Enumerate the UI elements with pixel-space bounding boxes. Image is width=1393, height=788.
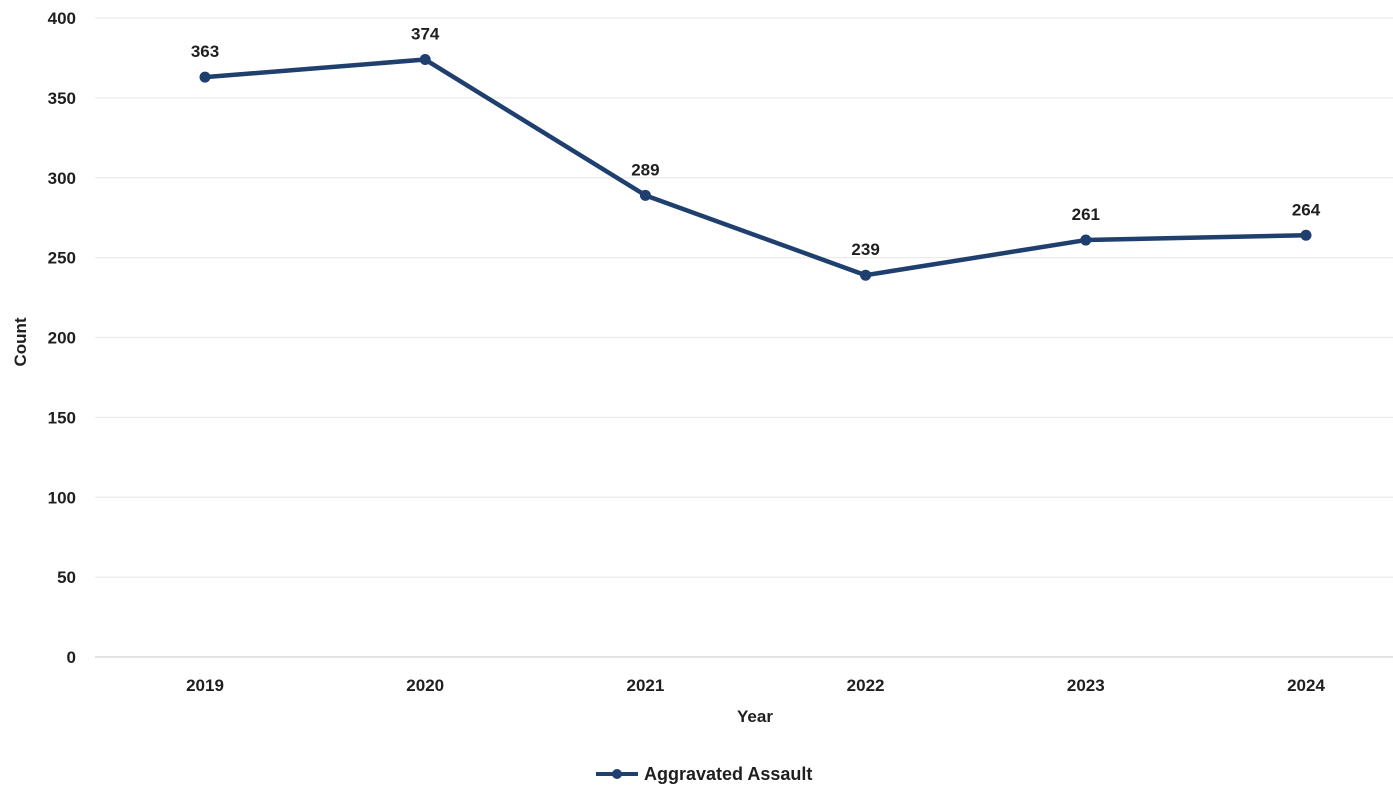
y-axis-title: Count [11, 317, 30, 366]
data-label: 374 [411, 25, 440, 44]
data-label: 261 [1072, 205, 1100, 224]
legend-marker-swatch [612, 769, 622, 779]
y-tick-label: 150 [48, 408, 76, 427]
data-point [860, 269, 872, 281]
data-label: 363 [191, 42, 219, 61]
x-axis-title: Year [737, 707, 773, 726]
legend: Aggravated Assault [596, 764, 812, 784]
x-tick-label: 2024 [1287, 676, 1325, 695]
data-point [639, 189, 651, 201]
y-tick-label: 100 [48, 488, 76, 507]
y-tick-label: 200 [48, 329, 76, 348]
data-label: 289 [631, 160, 659, 179]
data-point [1080, 234, 1092, 246]
data-point [419, 54, 431, 66]
legend-label-aggravated-assault: Aggravated Assault [644, 764, 812, 784]
gridlines [95, 17, 1393, 658]
data-label: 239 [851, 240, 879, 259]
y-axis-ticks: 0 50 100 150 200 250 300 350 400 [48, 9, 76, 667]
data-labels: 363 374 289 239 261 264 [191, 25, 1321, 260]
x-tick-label: 2023 [1067, 676, 1105, 695]
x-tick-label: 2019 [186, 676, 224, 695]
x-axis-ticks: 2019 2020 2021 2022 2023 2024 [186, 676, 1325, 695]
x-tick-label: 2021 [626, 676, 664, 695]
x-tick-label: 2020 [406, 676, 444, 695]
series-aggravated-assault [199, 54, 1312, 281]
x-tick-label: 2022 [847, 676, 885, 695]
data-label: 264 [1292, 200, 1321, 219]
y-tick-label: 400 [48, 9, 76, 28]
y-tick-label: 50 [57, 568, 76, 587]
series-line [202, 57, 1309, 278]
y-tick-label: 250 [48, 249, 76, 268]
data-point [1300, 229, 1312, 241]
y-tick-label: 300 [48, 169, 76, 188]
y-tick-label: 350 [48, 89, 76, 108]
data-point [199, 71, 211, 83]
y-tick-label: 0 [67, 648, 76, 667]
